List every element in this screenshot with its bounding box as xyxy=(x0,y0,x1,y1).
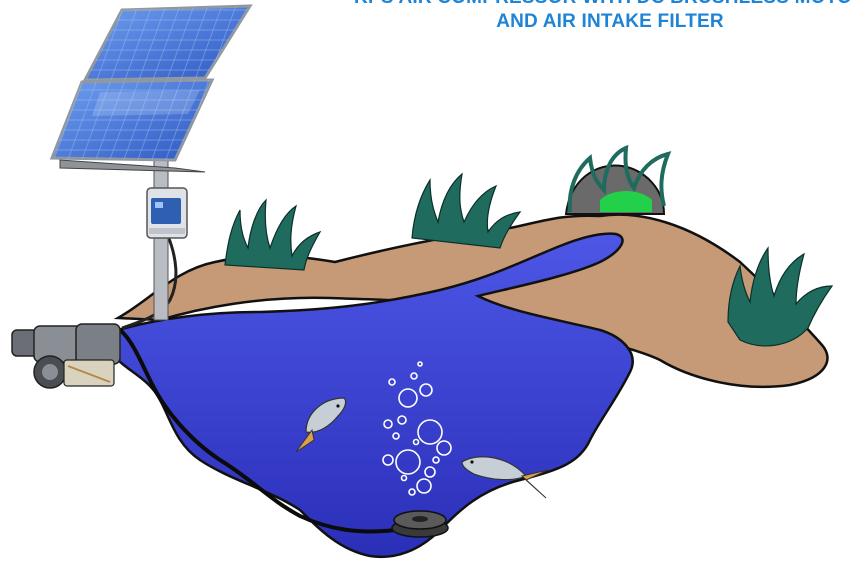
grass-icon xyxy=(224,172,834,347)
controller-box-icon xyxy=(146,187,188,239)
bubbles-icon xyxy=(382,361,452,496)
diffuser-icon xyxy=(391,510,449,538)
rock-icon xyxy=(564,144,672,215)
fish-icon xyxy=(295,397,347,453)
caption-line-1: KPS AIR COMPRESSOR WITH DC BRUSHLESS MOT… xyxy=(330,0,851,9)
caption-line-2: AND AIR INTAKE FILTER xyxy=(496,11,724,32)
power-cable xyxy=(121,235,178,330)
fish-icon xyxy=(461,456,549,499)
air-tube xyxy=(118,328,396,534)
air-compressor-icon xyxy=(11,323,121,389)
